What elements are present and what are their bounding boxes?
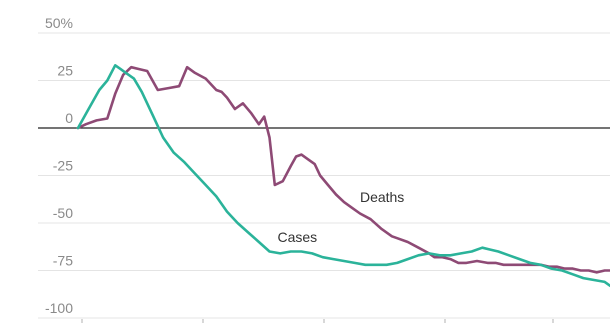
y-tick-label: 25 — [57, 63, 73, 79]
series-line-deaths — [76, 65, 610, 274]
series-line-cases — [76, 64, 610, 288]
y-tick-label: -25 — [53, 158, 73, 174]
y-tick-label: -75 — [53, 253, 73, 269]
series-label-cases: Cases — [278, 229, 318, 245]
y-tick-label: -100 — [45, 300, 73, 316]
y-tick-label: 0 — [65, 110, 73, 126]
grid-layer — [38, 32, 610, 319]
series-label-deaths: Deaths — [360, 189, 404, 205]
y-tick-label: 50% — [45, 15, 73, 31]
series-labels: Deaths Cases — [278, 189, 405, 245]
y-tick-label: -50 — [53, 205, 73, 221]
x-axis-ticks — [81, 319, 554, 323]
y-axis-ticks: 50% 25 0 -25 -50 -75 -100 — [45, 15, 73, 316]
series-layer — [76, 64, 610, 288]
